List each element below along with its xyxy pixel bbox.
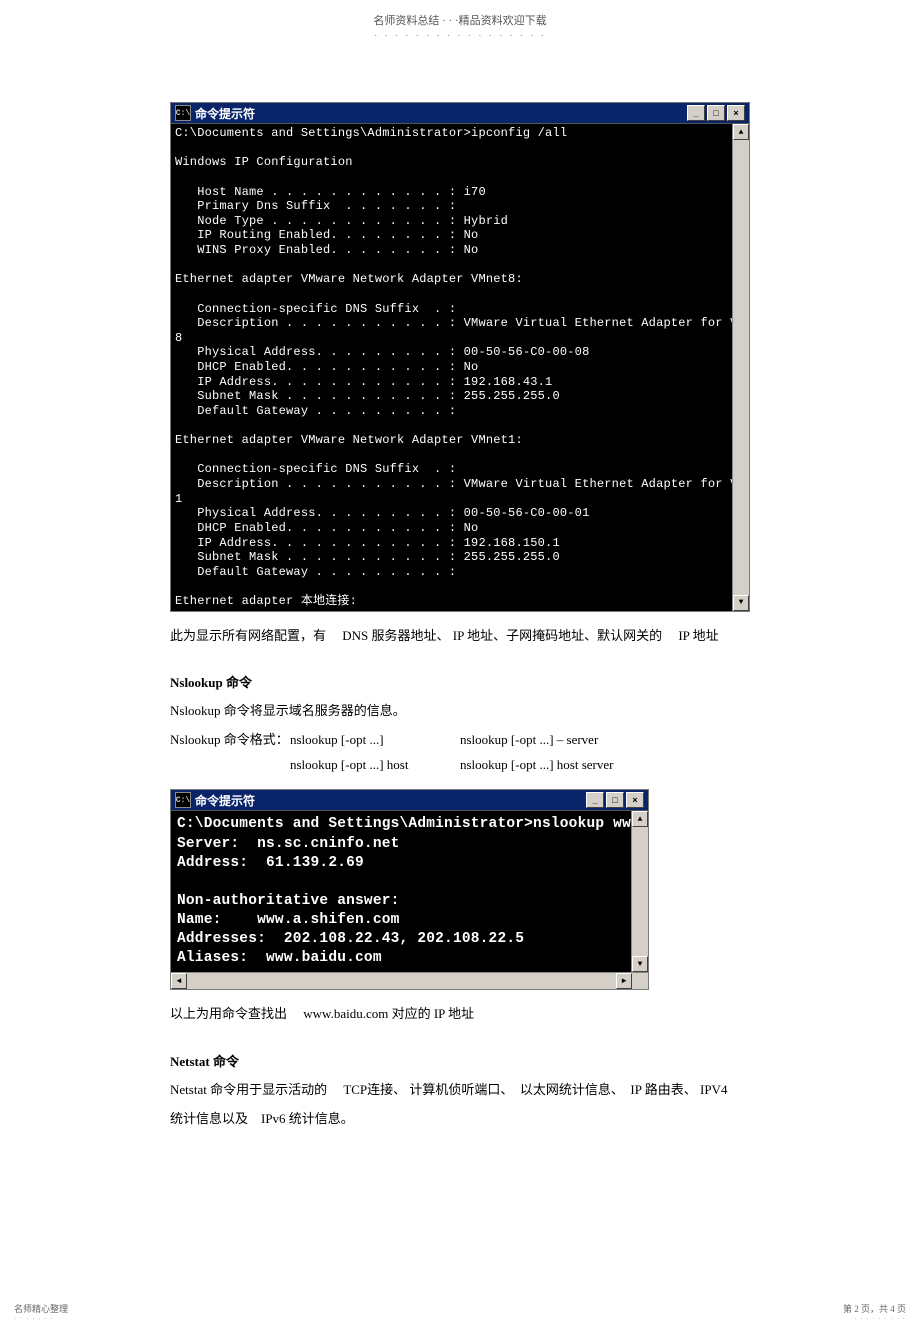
footer-right: 第 2 页，共 4 页 · · · · · · · · · <box>843 1302 906 1323</box>
scroll-right-icon[interactable]: ► <box>616 973 632 989</box>
syntax-1: nslookup [-opt ...] <box>290 728 460 753</box>
header-top: 名师资料总结 · · ·精品资料欢迎下载 <box>0 12 920 28</box>
content-area: C:\ 命令提示符 _ □ × C:\Documents and Setting… <box>0 42 920 1176</box>
cmd2-output: C:\Documents and Settings\Administrator>… <box>171 811 631 972</box>
close-button[interactable]: × <box>626 792 644 808</box>
syntax-4: nslookup [-opt ...] host server <box>460 753 660 778</box>
nslookup-syntax-row2: nslookup [-opt ...] host nslookup [-opt … <box>170 753 750 778</box>
page-header: 名师资料总结 · · ·精品资料欢迎下载 · · · · · · · · · ·… <box>0 0 920 42</box>
close-button[interactable]: × <box>727 105 745 121</box>
ipconfig-caption: 此为显示所有网络配置，有 DNS 服务器地址、 IP 地址、子网掩码地址、默认网… <box>170 626 750 647</box>
netstat-line2: 统计信息以及 IPv6 统计信息。 <box>170 1107 750 1132</box>
scroll-down-icon[interactable]: ▼ <box>632 956 648 972</box>
cmd1-titlebar[interactable]: C:\ 命令提示符 _ □ × <box>171 103 749 124</box>
scroll-down-icon[interactable]: ▼ <box>733 595 749 611</box>
nslookup-heading: Nslookup 命令 <box>170 672 750 691</box>
footer-right-dots: · · · · · · · · · <box>843 1315 906 1323</box>
footer-left-dots: · · · · · · · <box>14 1315 68 1323</box>
syntax-3: nslookup [-opt ...] host <box>290 753 460 778</box>
cmd-window-nslookup: C:\ 命令提示符 _ □ × C:\Documents and Setting… <box>170 789 649 990</box>
scroll-up-icon[interactable]: ▲ <box>733 124 749 140</box>
footer-left-text: 名师精心整理 <box>14 1302 68 1315</box>
nslookup-caption: 以上为用命令查找出 www.baidu.com 对应的 IP 地址 <box>170 1004 750 1025</box>
netstat-heading: Netstat 命令 <box>170 1051 750 1070</box>
syntax-label: Nslookup 命令格式： <box>170 728 290 753</box>
page-footer: 名师精心整理 · · · · · · · 第 2 页，共 4 页 · · · ·… <box>0 1296 920 1333</box>
cmd1-title: 命令提示符 <box>195 105 687 122</box>
resize-corner[interactable] <box>632 973 648 989</box>
cmd2-titlebar[interactable]: C:\ 命令提示符 _ □ × <box>171 790 648 811</box>
scroll-up-icon[interactable]: ▲ <box>632 811 648 827</box>
cmd-window-ipconfig: C:\ 命令提示符 _ □ × C:\Documents and Setting… <box>170 102 750 612</box>
cmd1-scrollbar-v[interactable]: ▲ ▼ <box>732 124 749 611</box>
minimize-button[interactable]: _ <box>687 105 705 121</box>
header-dots: · · · · · · · · · · · · · · · · · <box>0 30 920 42</box>
minimize-button[interactable]: _ <box>586 792 604 808</box>
footer-left: 名师精心整理 · · · · · · · <box>14 1302 68 1323</box>
cmd1-output: C:\Documents and Settings\Administrator>… <box>171 124 732 611</box>
nslookup-desc: Nslookup 命令将显示域名服务器的信息。 <box>170 699 750 724</box>
cmd-icon: C:\ <box>175 792 191 808</box>
footer-right-text: 第 2 页，共 4 页 <box>843 1302 906 1315</box>
cmd2-scrollbar-v[interactable]: ▲ ▼ <box>631 811 648 972</box>
cmd-icon: C:\ <box>175 105 191 121</box>
maximize-button[interactable]: □ <box>707 105 725 121</box>
netstat-line1: Netstat 命令用于显示活动的 TCP连接、 计算机侦听端口、 以太网统计信… <box>170 1078 750 1103</box>
cmd2-title: 命令提示符 <box>195 792 586 809</box>
scroll-left-icon[interactable]: ◄ <box>171 973 187 989</box>
syntax-2: nslookup [-opt ...] – server <box>460 728 660 753</box>
maximize-button[interactable]: □ <box>606 792 624 808</box>
cmd2-scrollbar-h[interactable]: ◄ ► <box>171 972 648 989</box>
nslookup-syntax-row1: Nslookup 命令格式： nslookup [-opt ...] nsloo… <box>170 728 750 753</box>
